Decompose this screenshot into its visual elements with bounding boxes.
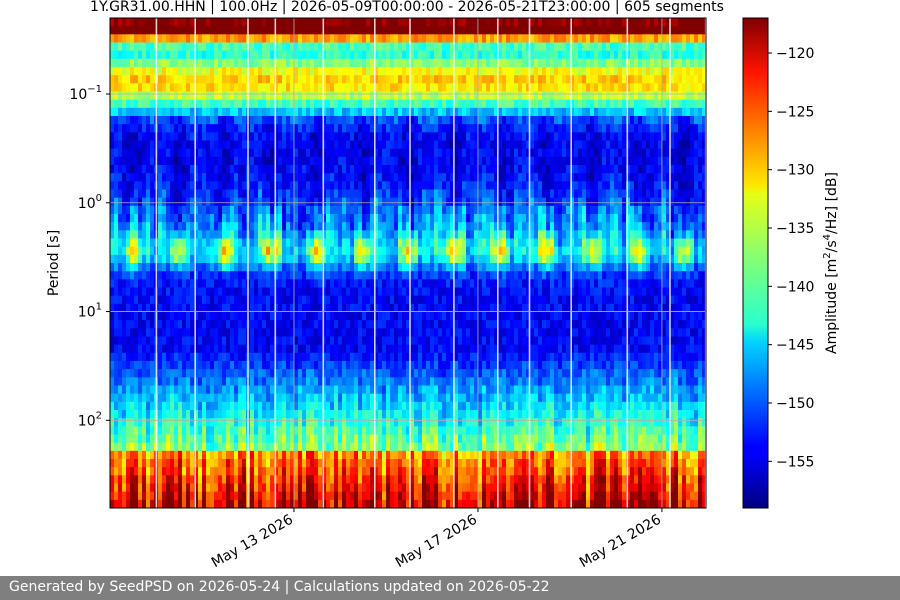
- colorbar-tick-label: −140: [776, 279, 814, 295]
- colorbar-tick-label: −130: [776, 163, 814, 179]
- colorbar: −120 −125 −130 −135 −140 −145 −150 −155 Amplitu…: [742, 17, 840, 509]
- colorbar-tick-label: −125: [776, 104, 814, 120]
- colorbar-gradient: [742, 17, 769, 509]
- footer-bar: Generated by SeedPSD on 2026-05-24 | Cal…: [0, 576, 900, 600]
- colorbar-label: Amplitude [m2/s4/Hz] [dB]: [822, 172, 840, 354]
- y-tick-label: 100: [78, 193, 102, 212]
- y-tick-label: 102: [78, 410, 102, 429]
- colorbar-tick-label: −120: [776, 46, 814, 62]
- y-axis-label: Period [s]: [46, 230, 62, 296]
- colorbar-tick-label: −145: [776, 338, 814, 354]
- x-axis: May 13 2026 May 17 2026 May 21 2026: [209, 508, 664, 571]
- y-tick-label: 10−1: [69, 84, 102, 103]
- colorbar-ticks: −120 −125 −130 −135 −140 −145 −150 −155: [768, 46, 814, 470]
- colorbar-tick-label: −135: [776, 221, 814, 237]
- x-tick-label: May 17 2026: [393, 512, 480, 572]
- footer-text: Generated by SeedPSD on 2026-05-24 | Cal…: [9, 579, 550, 595]
- heatmap: [110, 18, 706, 508]
- plot-area: [109, 17, 707, 509]
- x-tick-label: May 21 2026: [577, 512, 664, 572]
- y-axis: 10−1 100 101 102: [69, 84, 110, 429]
- y-tick-label: 101: [78, 302, 102, 321]
- colorbar-tick-label: −155: [776, 454, 814, 470]
- x-tick-label: May 13 2026: [209, 512, 296, 572]
- chart-title: 1Y.GR31.00.HHN | 100.0Hz | 2026-05-09T00…: [90, 0, 724, 15]
- colorbar-tick-label: −150: [776, 396, 814, 412]
- gridlines: [110, 18, 706, 508]
- plot-frame: [109, 17, 707, 509]
